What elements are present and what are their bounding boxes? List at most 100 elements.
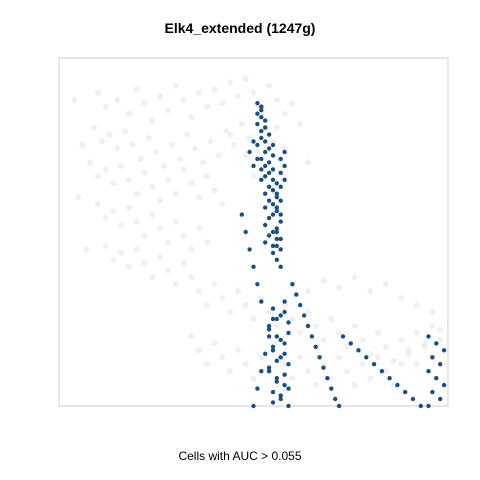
background-point (137, 155, 144, 162)
highlighted-point (270, 202, 276, 207)
background-point (246, 135, 253, 141)
background-cells (71, 75, 444, 389)
highlighted-point (278, 236, 283, 242)
highlighted-point (263, 174, 268, 179)
background-point (196, 194, 202, 201)
background-point (242, 75, 249, 82)
highlighted-point (263, 149, 268, 155)
background-point (227, 368, 234, 375)
highlighted-point (266, 170, 272, 175)
background-point (149, 183, 156, 190)
background-point (172, 281, 179, 288)
background-point (102, 103, 109, 110)
background-point (114, 145, 121, 152)
background-point (250, 316, 257, 322)
highlighted-point (270, 142, 276, 148)
background-point (328, 316, 335, 322)
background-point (196, 225, 202, 232)
highlighted-point (274, 181, 279, 186)
highlighted-point (278, 264, 283, 269)
highlighted-point (270, 167, 276, 172)
background-point (172, 190, 179, 197)
highlighted-point (434, 341, 439, 346)
background-point (211, 187, 218, 194)
background-point (126, 204, 132, 211)
highlighted-point (259, 135, 264, 141)
background-point (133, 218, 140, 225)
highlighted-point (274, 334, 279, 339)
highlighted-point (266, 327, 272, 332)
background-point (390, 357, 397, 364)
background-point (102, 166, 109, 173)
background-point (227, 79, 234, 86)
background-point (406, 350, 413, 357)
highlighted-point (278, 198, 283, 203)
highlighted-point (270, 243, 276, 249)
background-point (234, 93, 241, 100)
highlighted-point (247, 247, 252, 252)
highlighted-point (247, 149, 252, 155)
background-point (203, 103, 210, 110)
highlighted-point (251, 403, 256, 409)
background-point (351, 323, 358, 329)
background-point (219, 295, 226, 302)
background-point (320, 277, 327, 284)
highlighted-point (313, 344, 318, 349)
background-point (199, 159, 206, 166)
highlighted-point (270, 348, 276, 353)
highlighted-point (259, 369, 264, 374)
background-point (250, 173, 257, 180)
background-point (359, 336, 366, 343)
highlighted-point (336, 403, 342, 409)
background-point (413, 361, 420, 368)
background-point (110, 256, 117, 263)
highlighted-point (410, 396, 416, 402)
highlighted-point (259, 128, 264, 134)
background-point (153, 149, 160, 155)
highlighted-point (266, 215, 272, 221)
background-point (164, 176, 171, 183)
highlighted-point (434, 376, 439, 381)
background-point (413, 329, 420, 336)
highlighted-point (325, 376, 330, 381)
highlighted-point (430, 355, 435, 360)
highlighted-point (282, 177, 287, 182)
background-point (133, 86, 140, 93)
background-point (281, 145, 288, 152)
highlighted-point (426, 369, 431, 374)
background-point (242, 361, 249, 368)
background-point (94, 201, 101, 208)
highlighted-point (263, 191, 268, 196)
background-point (351, 274, 358, 281)
highlighted-point (321, 365, 326, 370)
background-point (305, 288, 311, 295)
background-point (133, 190, 140, 197)
background-point (102, 242, 109, 249)
background-point (281, 110, 288, 117)
background-point (79, 142, 86, 148)
highlighted-point (438, 362, 443, 367)
chart-title: Elk4_extended (1247g) (164, 20, 316, 36)
background-point (254, 149, 261, 155)
background-point (172, 218, 179, 225)
highlighted-point (286, 362, 291, 367)
background-point (164, 107, 171, 114)
background-point (429, 323, 436, 329)
background-point (398, 336, 405, 343)
highlighted-point (441, 382, 447, 388)
highlighted-point (278, 393, 283, 398)
background-point (219, 201, 226, 208)
background-point (281, 361, 288, 368)
highlighted-point (333, 396, 338, 402)
background-point (343, 343, 350, 350)
background-point (157, 225, 164, 232)
highlighted-point (266, 323, 272, 329)
highlighted-point (255, 156, 260, 162)
background-point (118, 162, 125, 169)
background-point (421, 343, 428, 350)
background-point (118, 249, 125, 256)
background-point (188, 274, 195, 281)
background-point (227, 131, 234, 138)
background-point (87, 159, 94, 166)
